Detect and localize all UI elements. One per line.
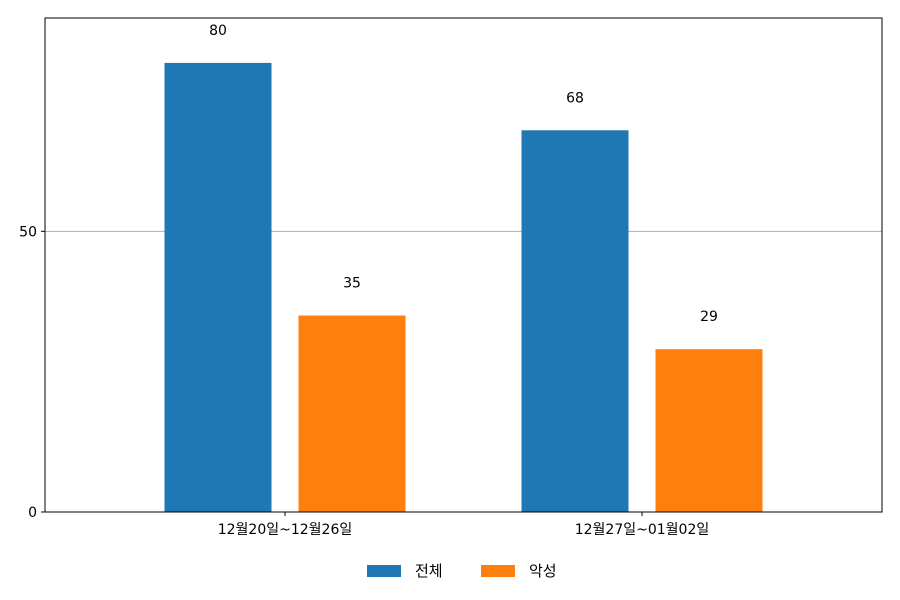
- y-axis: 0 50: [19, 224, 45, 521]
- legend-swatch: [367, 565, 401, 577]
- data-label: 35: [343, 276, 361, 292]
- legend-label: 악성: [529, 562, 557, 580]
- bar-malicious: [298, 315, 406, 512]
- data-label: 68: [566, 90, 584, 106]
- legend-label: 전체: [415, 562, 443, 580]
- y-tick-label: 50: [19, 224, 37, 240]
- data-label: 29: [700, 309, 718, 325]
- data-label: 80: [209, 23, 227, 39]
- data-labels: 80 35 68 29: [209, 23, 718, 325]
- bar-malicious: [655, 349, 763, 512]
- legend: 전체 악성: [367, 562, 557, 580]
- bar-total: [164, 62, 272, 513]
- x-tick-label: 12월20일~12월26일: [218, 522, 353, 538]
- bars: [164, 62, 763, 513]
- x-tick-label: 12월27일~01월02일: [575, 522, 710, 538]
- plot-frame: [44, 17, 883, 513]
- x-axis: 12월20일~12월26일 12월27일~01월02일: [218, 512, 710, 538]
- legend-swatch: [481, 565, 515, 577]
- y-tick-label: 0: [28, 505, 37, 521]
- bar-total: [521, 130, 629, 513]
